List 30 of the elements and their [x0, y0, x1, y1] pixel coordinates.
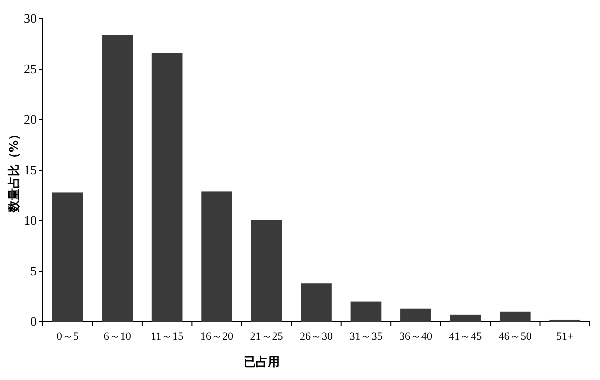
- bar: [202, 192, 232, 322]
- x-tick-label: 31～35: [350, 331, 384, 343]
- bar: [251, 220, 282, 322]
- x-axis-title: 已占用: [244, 355, 280, 369]
- bar: [500, 312, 531, 322]
- y-tick-label: 5: [30, 264, 37, 278]
- x-tick-label: 51+: [556, 331, 574, 343]
- bar: [400, 308, 432, 322]
- x-tick-label: 41～45: [449, 331, 483, 343]
- x-tick-label: 0～5: [56, 331, 80, 343]
- x-tick-label: 46～50: [498, 331, 532, 343]
- bar: [102, 35, 134, 322]
- x-tick-label: 16～20: [200, 331, 234, 343]
- x-tick-label: 36～40: [399, 331, 433, 343]
- y-tick-label: 20: [24, 112, 37, 127]
- bar: [450, 314, 482, 322]
- x-tick-label: 11～15: [151, 331, 184, 343]
- y-tick-label: 0: [30, 314, 37, 329]
- y-axis-title: 数量占比（%）: [7, 128, 21, 214]
- x-tick-label: 6～10: [104, 331, 132, 343]
- x-tick-label: 26～30: [300, 331, 334, 343]
- x-tick-label: 21～25: [250, 331, 284, 343]
- y-tick-label: 15: [24, 162, 37, 178]
- bar: [152, 53, 183, 322]
- y-tick-label: 30: [24, 11, 37, 26]
- bar: [52, 192, 84, 322]
- bar: [301, 284, 332, 322]
- y-tick-label: 25: [24, 62, 37, 76]
- bar: [350, 302, 382, 322]
- y-tick-label: 10: [24, 213, 37, 228]
